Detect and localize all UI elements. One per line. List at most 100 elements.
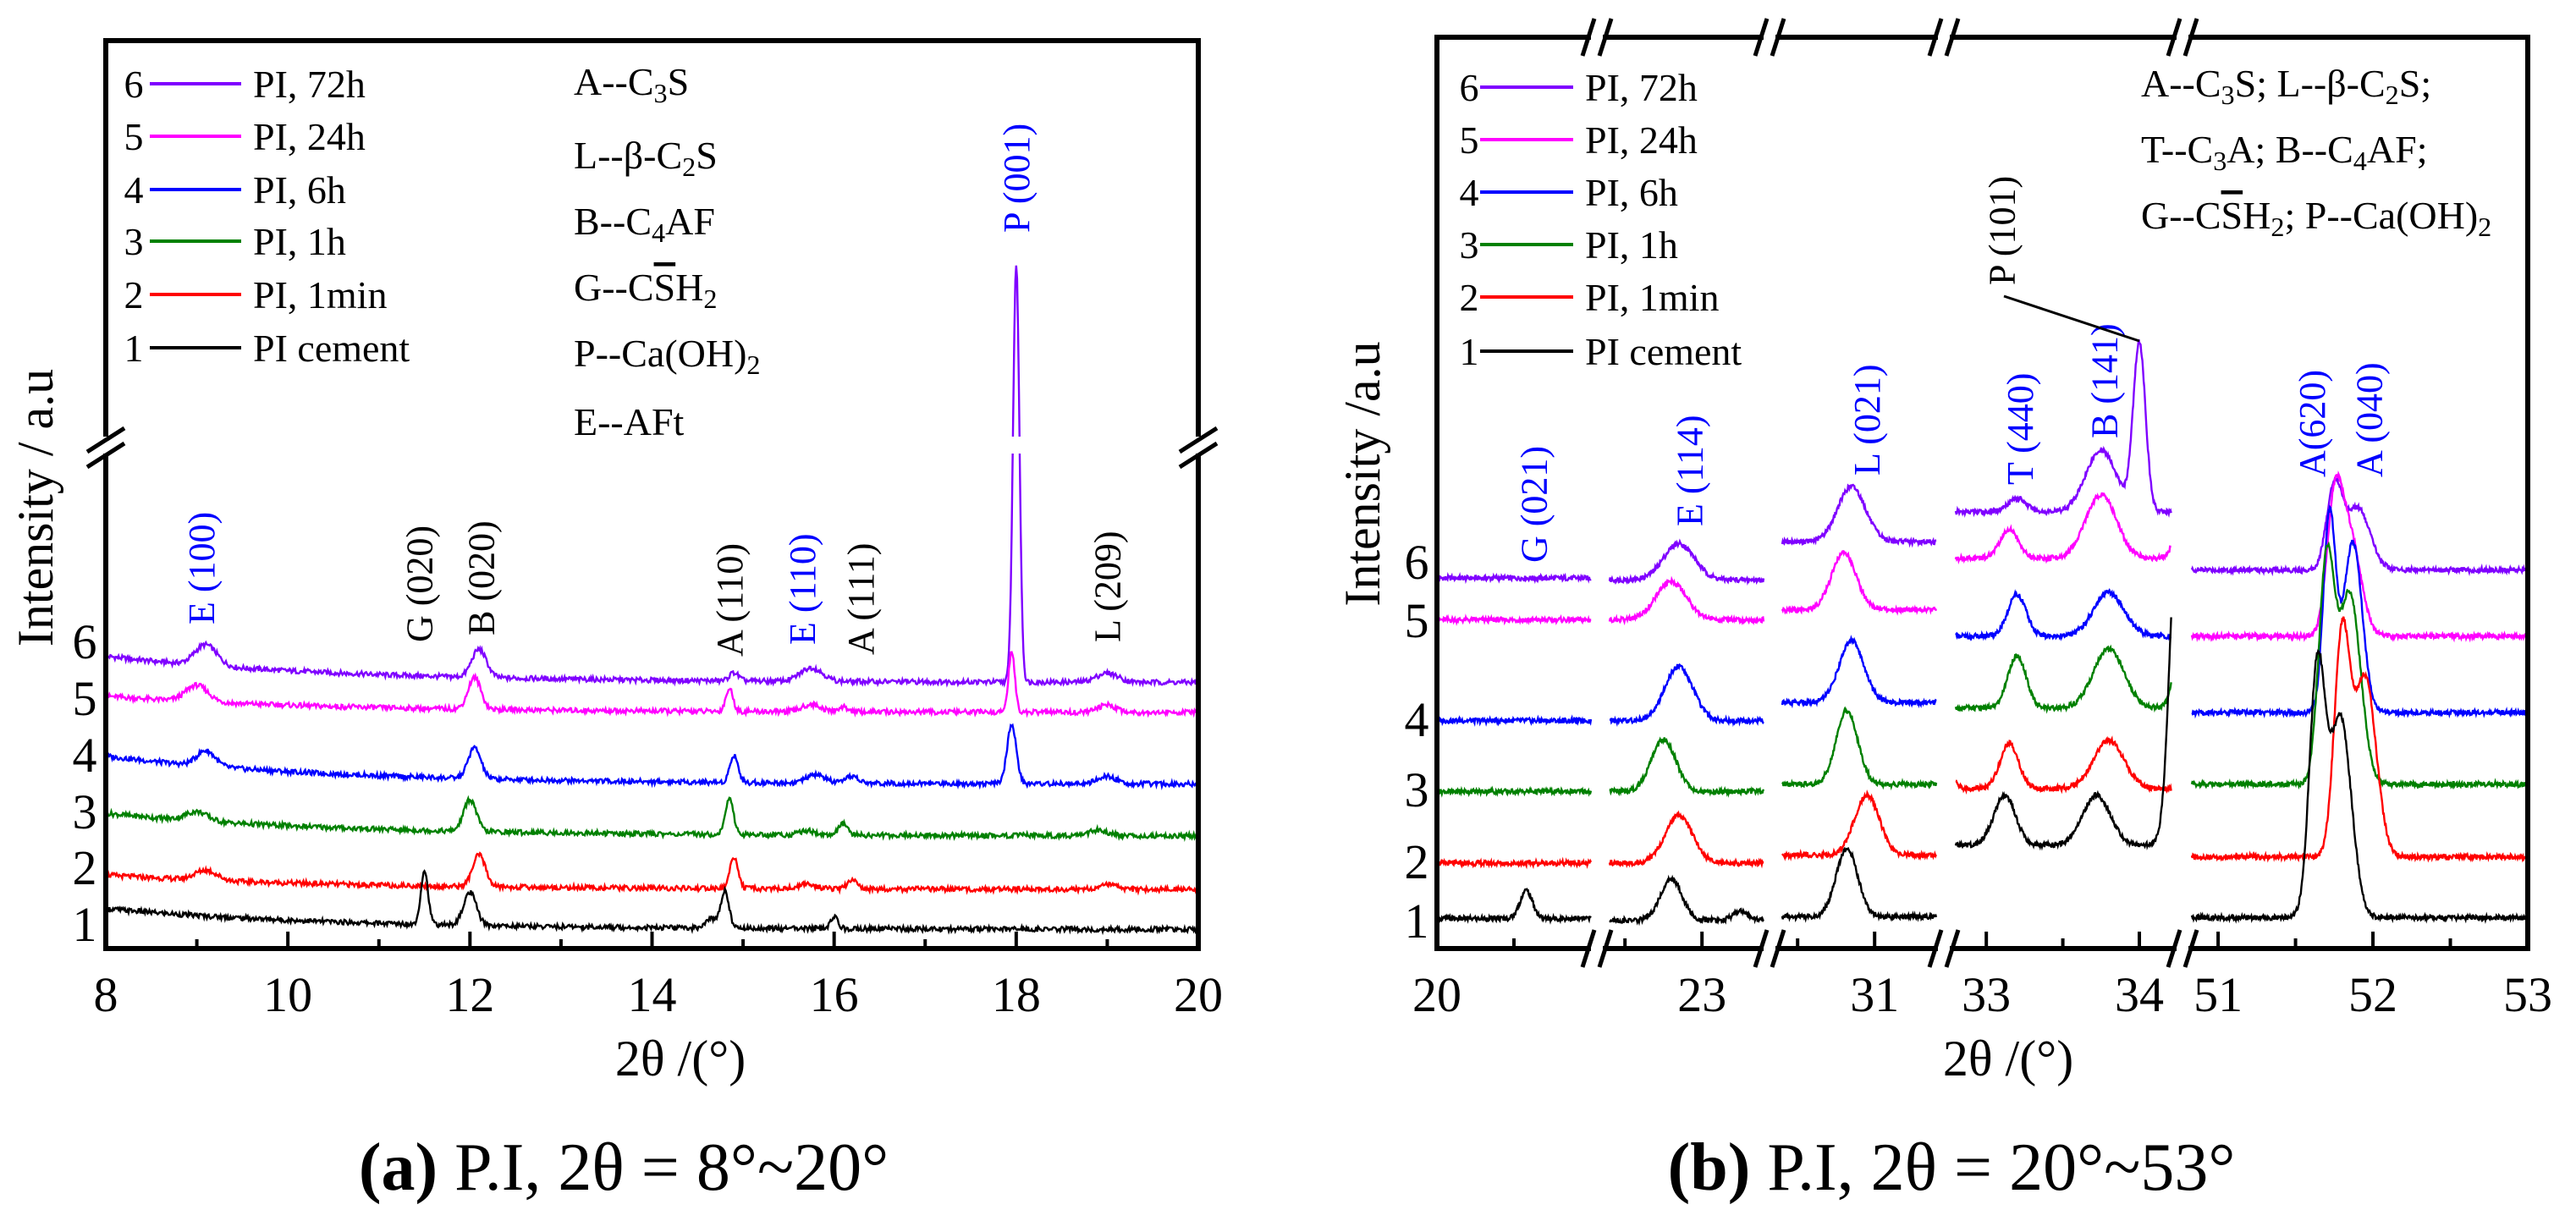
formula-part: G--C	[2141, 194, 2221, 237]
axis-break-mark	[2182, 929, 2199, 968]
subscript: 2	[2271, 212, 2284, 242]
series-line-6-segment-5	[2190, 476, 2529, 577]
axis-break-mark	[1597, 929, 1614, 968]
peak-label: A(620)	[2292, 370, 2333, 477]
plot-frame	[1434, 35, 2530, 951]
y-tick-label: 2	[1405, 834, 1429, 889]
series-line-2-segment-1	[1436, 856, 1593, 870]
series-line-2	[105, 851, 1200, 896]
series-line-1-segment-1	[1436, 888, 1592, 925]
legend-index: 2	[1460, 276, 1479, 319]
peak-label: L (021)	[1847, 364, 1888, 476]
series-line-4	[105, 723, 1200, 790]
x-axis-label: 2θ /(°)	[1943, 1031, 2073, 1086]
series-line-6-segment-3	[1781, 483, 1937, 548]
caption: (b) P.I, 2θ = 20°~53°	[1668, 1130, 2236, 1205]
peak-label: E (110)	[782, 533, 823, 645]
axis-break-mark	[1178, 441, 1219, 470]
legend-label: PI cement	[253, 327, 410, 370]
x-tick-label: 31	[1850, 967, 1899, 1022]
axis-break-mark	[1927, 929, 1944, 968]
subscript: 2	[682, 151, 696, 182]
series-line-1-segment-3	[1781, 846, 1938, 923]
peak-label-leader-line	[2003, 294, 2140, 343]
axis-break-gap	[1764, 33, 1775, 41]
series-line-6	[104, 265, 1198, 688]
formula-part: E--AFt	[574, 400, 685, 443]
compound-key-item: A--C3S; L--β-C2S;	[2141, 62, 2431, 110]
formula-part: B--C	[574, 200, 652, 243]
series-line-1-segment-5	[2190, 649, 2529, 924]
series-line-2-segment-2	[1608, 810, 1764, 869]
peak-label: G (021)	[1514, 446, 1555, 563]
series-line-6-segment-4	[1954, 338, 2172, 519]
peak-label: T (440)	[2000, 373, 2041, 485]
compound-key-item: G--CSH2	[574, 266, 717, 314]
series-line-4-segment-1	[1436, 714, 1593, 728]
peak-label: G (020)	[399, 525, 441, 642]
subscript: 3	[2213, 146, 2226, 176]
formula-part: S	[654, 266, 676, 309]
series-line-2-segment-4	[1955, 735, 2172, 795]
axis-break-mark	[1178, 426, 1219, 454]
x-tick-label: 51	[2193, 967, 2243, 1022]
axis-break-mark	[1770, 929, 1786, 968]
axis-break-mark	[1753, 18, 1770, 57]
peak-label: P (101)	[1981, 176, 2023, 285]
legend-index: 2	[124, 273, 144, 316]
caption-label: (a)	[359, 1130, 438, 1205]
formula-part: L--β-C	[574, 134, 682, 177]
x-tick-label: 20	[1412, 967, 1461, 1022]
axis-break-gap	[1938, 33, 1950, 41]
x-tick-label: 33	[1962, 967, 2011, 1022]
series-line-4-segment-2	[1609, 663, 1764, 728]
peak-label: B (141)	[2083, 323, 2125, 438]
x-tick-label: 20	[1174, 967, 1223, 1022]
series-line-4-segment-3	[1781, 635, 1937, 709]
axis-break-gap	[994, 437, 1038, 454]
y-tick-label: 1	[1405, 894, 1429, 949]
formula-part: T--C	[2141, 128, 2213, 171]
formula-part: H	[675, 266, 703, 309]
axis-break-mark	[2182, 18, 2199, 57]
compound-key-item: T--C3A; B--C4AF;	[2141, 128, 2427, 176]
series-line-5-segment-2	[1608, 575, 1765, 626]
series-line-5-segment-5	[2190, 470, 2529, 643]
legend-index: 6	[1460, 66, 1479, 109]
series-line-1-segment-2	[1609, 874, 1764, 927]
peak-label: P (001)	[996, 124, 1038, 233]
peak-label: B (020)	[461, 520, 503, 635]
subscript: 4	[652, 217, 665, 248]
formula-part: A--C	[2141, 62, 2221, 105]
subscript: 4	[2353, 146, 2367, 176]
legend-index: 3	[1460, 223, 1479, 267]
formula-part: G--C	[574, 266, 654, 309]
axis-break-mark	[1770, 18, 1786, 57]
legend-index: 1	[124, 327, 144, 370]
axis-break-mark	[1944, 18, 1961, 57]
legend-label: PI, 72h	[1585, 66, 1698, 109]
y-tick-label: 1	[73, 897, 97, 952]
caption-text: P.I, 2θ = 8°~20°	[438, 1130, 889, 1205]
subscript: 2	[746, 349, 760, 380]
legend-label: PI, 6h	[253, 168, 346, 212]
series-line-3-segment-2	[1609, 736, 1765, 798]
legend-label: PI, 72h	[253, 63, 366, 106]
compound-key-item: P--Ca(OH)2	[574, 332, 761, 380]
series-line-6-segment-1	[1435, 571, 1592, 585]
axis-break-mark	[1580, 18, 1597, 57]
y-tick-label: 4	[73, 728, 97, 783]
axis-break-mark	[2166, 18, 2182, 57]
series-line-3-segment-4	[1954, 644, 2172, 714]
legend-label: PI, 1h	[1585, 223, 1678, 267]
axis-break-gap	[1764, 944, 1775, 953]
axis-break-gap	[1591, 944, 1603, 953]
x-tick-label: 8	[94, 967, 118, 1022]
axis-break-gap	[2177, 33, 2188, 41]
peak-label: A (110)	[709, 543, 751, 657]
subscript: 3	[654, 78, 668, 108]
series-line-5-segment-1	[1436, 613, 1592, 626]
x-tick-label: 10	[263, 967, 312, 1022]
